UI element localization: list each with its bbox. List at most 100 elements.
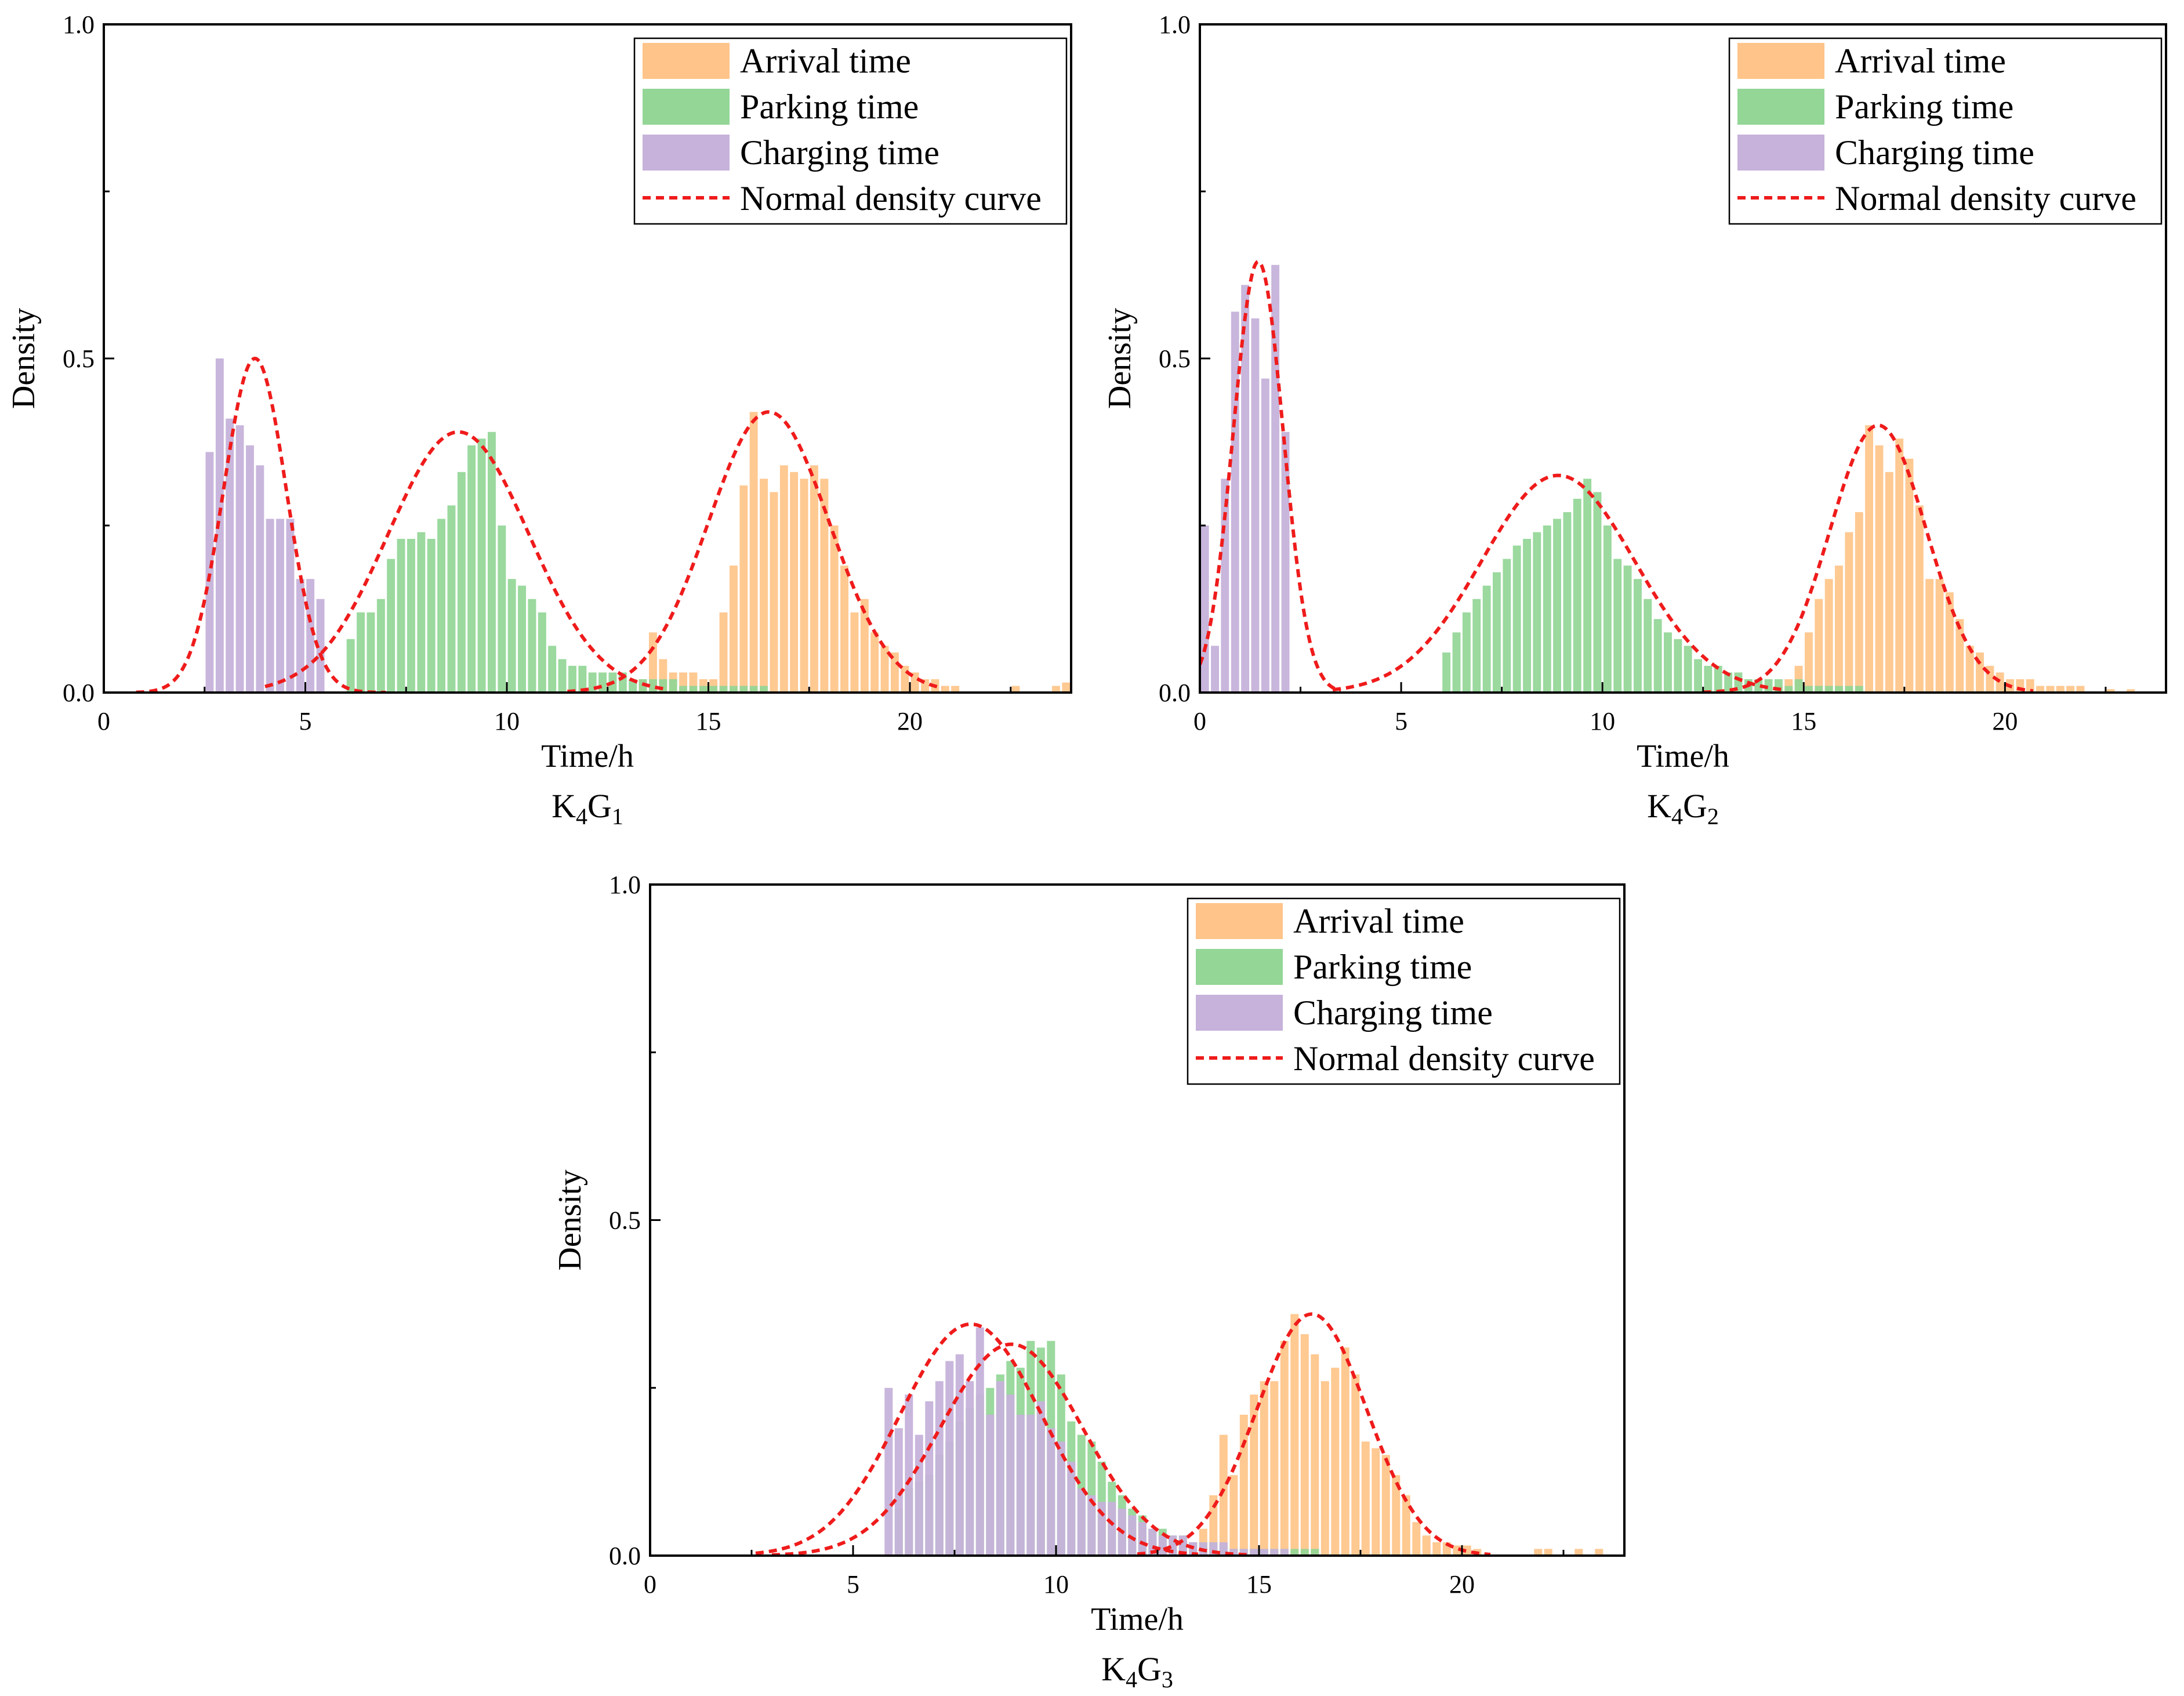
legend-entry-label: Normal density curve bbox=[740, 179, 1042, 218]
parking-bar bbox=[488, 432, 496, 693]
arrival-bar bbox=[800, 479, 808, 693]
x-tick-label: 15 bbox=[696, 707, 721, 735]
arrival-bar bbox=[820, 479, 829, 693]
charging-bar bbox=[1200, 526, 1209, 693]
arrival-bar bbox=[1239, 1415, 1248, 1556]
charging-bar bbox=[1280, 1549, 1289, 1556]
y-axis-title: Density bbox=[1102, 308, 1138, 409]
y-axis-title: Density bbox=[6, 308, 42, 409]
arrival-bar bbox=[1280, 1340, 1289, 1556]
charging-bar bbox=[935, 1381, 944, 1556]
parking-bar bbox=[407, 539, 415, 693]
arrival-bar bbox=[2056, 686, 2065, 693]
charging-bar bbox=[1260, 1549, 1268, 1556]
arrival-bar bbox=[951, 686, 960, 693]
legend-entry-label: Arrival time bbox=[1835, 42, 2006, 80]
arrival-bar bbox=[1574, 1549, 1583, 1556]
parking-bar bbox=[679, 686, 687, 693]
charging-bar bbox=[975, 1327, 984, 1556]
legend-entry-label: Charging time bbox=[1293, 994, 1493, 1032]
parking-bar bbox=[1694, 659, 1702, 693]
parking-bar bbox=[518, 585, 526, 693]
panel-label: K4G3 bbox=[1101, 1650, 1173, 1693]
parking-bar bbox=[437, 519, 445, 693]
plot-area bbox=[755, 1312, 1603, 1556]
normal-density-curve-3 bbox=[1703, 423, 2034, 693]
parking-bar bbox=[467, 445, 476, 693]
normal-density-curve-2 bbox=[1332, 473, 1784, 692]
parking-bar bbox=[719, 686, 728, 693]
arrival-bar bbox=[830, 526, 839, 693]
x-tick-label: 20 bbox=[1449, 1570, 1475, 1599]
y-tick-label: 1.0 bbox=[63, 10, 95, 39]
parking-bar bbox=[1704, 665, 1713, 693]
legend-swatch-arrival bbox=[1737, 43, 1824, 79]
y-tick-label: 0.0 bbox=[1159, 679, 1191, 707]
charging-bar bbox=[1026, 1415, 1035, 1556]
x-tick-label: 0 bbox=[97, 707, 110, 735]
panel-label-letter: K bbox=[1101, 1650, 1126, 1688]
parking-bar bbox=[397, 539, 405, 693]
charging-bar bbox=[1077, 1488, 1086, 1556]
parking-bar bbox=[1503, 559, 1511, 693]
parking-bar bbox=[447, 505, 456, 693]
arrival-bar bbox=[880, 646, 889, 693]
legend-entry-label: Parking time bbox=[1293, 948, 1472, 986]
legend-swatch-charging bbox=[1196, 995, 1283, 1031]
parking-bar bbox=[568, 665, 576, 693]
arrival-bar bbox=[1855, 512, 1863, 693]
arrival-bar bbox=[1372, 1448, 1380, 1556]
panel-label: K4G2 bbox=[1647, 787, 1719, 829]
charging-bar bbox=[1158, 1535, 1167, 1556]
legend-swatch-parking bbox=[1196, 949, 1283, 985]
legend-swatch-arrival bbox=[1196, 903, 1283, 939]
arrival-bar bbox=[941, 686, 949, 693]
arrival-bar bbox=[649, 632, 657, 693]
arrival-bar bbox=[1996, 672, 2004, 693]
arrival-bar bbox=[860, 599, 869, 693]
arrival-bar bbox=[1805, 632, 1813, 693]
parking-bar bbox=[659, 679, 667, 693]
arrival-bar bbox=[1422, 1535, 1431, 1556]
parking-bar bbox=[1472, 599, 1481, 693]
legend-entry-label: Charging time bbox=[740, 133, 939, 172]
arrival-bar bbox=[779, 465, 788, 693]
charging-bar bbox=[1108, 1502, 1116, 1556]
charging-bar bbox=[1138, 1522, 1147, 1556]
x-axis-title: Time/h bbox=[1637, 738, 1729, 774]
legend-entry-label: Arrival time bbox=[1293, 902, 1464, 940]
charging-bar bbox=[1067, 1462, 1076, 1556]
arrival-bar bbox=[2036, 686, 2044, 693]
arrival-bar bbox=[2106, 689, 2115, 693]
arrival-bar bbox=[870, 632, 879, 693]
legend: Arrival time Parking time Charging time Nor… bbox=[633, 37, 1068, 225]
parking-bar bbox=[507, 579, 516, 693]
parking-bar bbox=[357, 612, 365, 693]
parking-bar bbox=[1300, 1549, 1309, 1556]
panel-label-letter: G bbox=[1683, 787, 1707, 825]
charging-bar bbox=[1250, 1549, 1258, 1556]
parking-bar bbox=[1784, 686, 1793, 693]
arrival-bar bbox=[1935, 579, 1944, 693]
y-tick-label: 0.0 bbox=[63, 679, 95, 707]
charging-bar bbox=[986, 1415, 995, 1556]
parking-bar bbox=[699, 686, 708, 693]
charging-bar bbox=[226, 418, 234, 693]
arrival-bar bbox=[1865, 425, 1873, 693]
arrival-bar bbox=[1011, 686, 1020, 693]
legend: Arrival time Parking time Charging time Nor… bbox=[1187, 897, 1621, 1085]
charging-bar bbox=[996, 1381, 1004, 1556]
arrival-bar bbox=[1835, 566, 1843, 693]
parking-bar bbox=[1311, 1549, 1319, 1556]
charging-bar bbox=[1281, 432, 1290, 693]
chart-panel-2: 0 5 10 15 20 0.0 0.5 1.0 Time/h Density K4G2 Arriva… bbox=[1102, 10, 2167, 829]
arrival-bar bbox=[719, 612, 728, 693]
parking-bar bbox=[1493, 572, 1501, 693]
y-tick-label: 0.5 bbox=[1159, 345, 1191, 373]
charging-bar bbox=[266, 519, 274, 693]
x-tick-label: 5 bbox=[299, 707, 312, 735]
legend-entry-label: Arrival time bbox=[740, 42, 911, 80]
arrival-bar bbox=[2076, 686, 2085, 693]
